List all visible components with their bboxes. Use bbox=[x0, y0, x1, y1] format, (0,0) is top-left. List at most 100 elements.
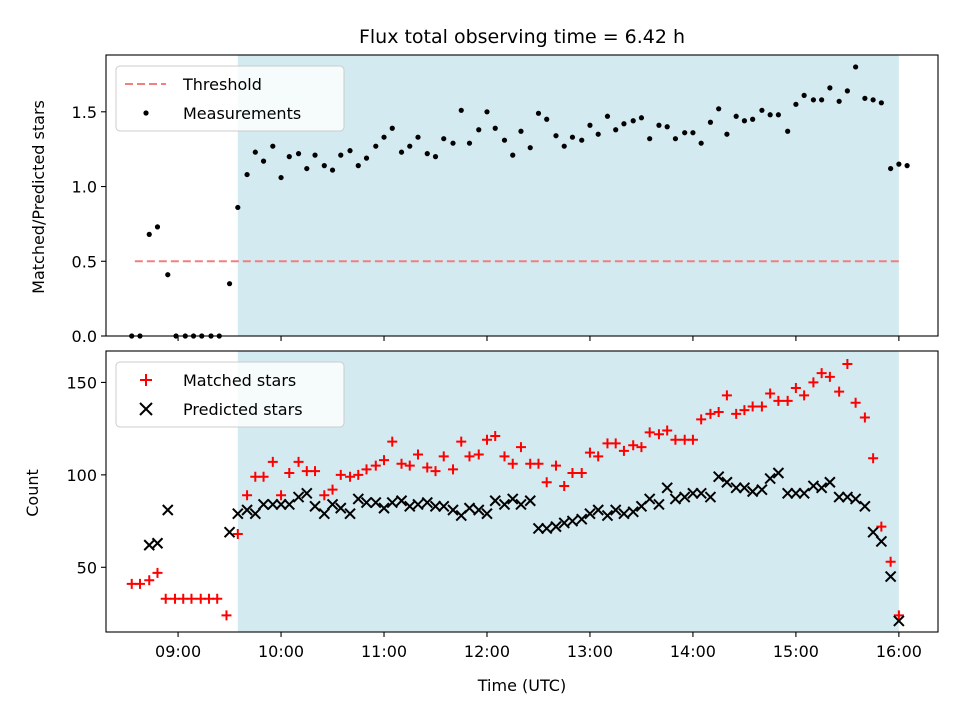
data-point bbox=[235, 204, 241, 211]
data-point bbox=[355, 163, 361, 169]
data-point bbox=[412, 498, 424, 511]
data-point bbox=[653, 429, 664, 440]
data-point bbox=[387, 436, 398, 447]
data-point bbox=[561, 143, 567, 149]
data-point bbox=[242, 490, 253, 501]
data-point bbox=[613, 127, 619, 133]
data-point bbox=[373, 143, 379, 149]
data-point bbox=[481, 434, 492, 445]
data-point bbox=[421, 496, 433, 509]
data-point bbox=[567, 468, 578, 479]
data-point bbox=[464, 451, 475, 462]
data-point bbox=[888, 165, 894, 172]
data-point bbox=[484, 109, 490, 115]
data-point bbox=[772, 467, 785, 479]
bottom-y-axis-label: Count bbox=[23, 469, 42, 517]
data-point bbox=[713, 407, 724, 418]
data-point bbox=[473, 504, 485, 516]
data-point bbox=[447, 504, 459, 516]
data-point bbox=[249, 507, 262, 520]
data-point bbox=[733, 113, 739, 119]
data-point bbox=[490, 431, 501, 442]
y-tick-label: 0.5 bbox=[72, 252, 97, 271]
data-point bbox=[319, 490, 330, 501]
data-point bbox=[160, 593, 171, 604]
data-point bbox=[363, 155, 370, 161]
data-point bbox=[338, 152, 344, 158]
data-point bbox=[430, 466, 441, 477]
legend-box bbox=[115, 361, 345, 428]
data-point bbox=[260, 158, 267, 164]
data-point bbox=[808, 377, 819, 388]
data-point bbox=[630, 118, 636, 124]
data-point bbox=[450, 140, 456, 146]
data-point bbox=[360, 496, 373, 509]
data-point bbox=[152, 567, 163, 578]
data-point bbox=[819, 97, 825, 103]
x-tick-label: 15:00 bbox=[773, 642, 819, 661]
data-point bbox=[252, 149, 258, 155]
data-point bbox=[707, 119, 714, 125]
data-point bbox=[579, 137, 585, 143]
data-point bbox=[781, 487, 794, 500]
data-point bbox=[867, 526, 879, 538]
data-point bbox=[267, 456, 278, 467]
y-tick-label: 1.0 bbox=[72, 178, 97, 197]
data-point bbox=[704, 491, 717, 503]
data-point bbox=[499, 451, 510, 462]
data-point bbox=[862, 95, 868, 101]
data-point bbox=[604, 113, 611, 119]
x-tick-label: 14:00 bbox=[670, 642, 716, 661]
data-point bbox=[647, 136, 653, 142]
data-point bbox=[824, 371, 835, 382]
data-point bbox=[807, 480, 820, 492]
data-point bbox=[481, 507, 493, 520]
data-point bbox=[695, 487, 707, 500]
data-point bbox=[361, 464, 372, 475]
data-point bbox=[836, 98, 842, 104]
data-point bbox=[815, 482, 828, 494]
data-point bbox=[610, 438, 621, 449]
series-measurements bbox=[129, 64, 910, 339]
bottom-panel: 50 100 150 09:00 10:00 11:00 12:00 13:00 14:00 15… bbox=[66, 350, 939, 661]
data-point bbox=[309, 500, 321, 512]
data-point bbox=[284, 468, 295, 479]
data-point bbox=[432, 154, 439, 160]
data-point bbox=[223, 526, 236, 538]
data-point bbox=[793, 101, 799, 107]
data-point bbox=[687, 434, 698, 445]
data-point bbox=[662, 425, 673, 436]
data-point bbox=[765, 388, 776, 399]
data-point bbox=[370, 460, 381, 471]
data-point bbox=[312, 152, 318, 158]
data-point bbox=[601, 509, 614, 522]
data-point bbox=[569, 134, 576, 140]
data-point bbox=[593, 451, 604, 462]
legend-label: Threshold bbox=[182, 75, 262, 94]
legend-swatch bbox=[140, 374, 152, 386]
data-point bbox=[326, 498, 339, 511]
data-point bbox=[267, 498, 279, 511]
data-point bbox=[241, 504, 253, 516]
y-tick-label: 1.5 bbox=[72, 103, 97, 122]
chart-title: Flux total observing time = 6.42 h bbox=[359, 26, 685, 48]
data-point bbox=[413, 449, 423, 460]
legend-label: Measurements bbox=[183, 104, 301, 123]
data-point bbox=[395, 495, 408, 507]
series-matched-stars bbox=[126, 358, 904, 621]
data-point bbox=[321, 163, 327, 169]
data-point bbox=[698, 140, 704, 146]
data-point bbox=[849, 493, 862, 505]
data-point bbox=[705, 408, 716, 419]
data-point bbox=[327, 484, 338, 495]
legend-swatch bbox=[143, 110, 149, 116]
data-point bbox=[896, 161, 902, 167]
x-tick-label: 12:00 bbox=[464, 642, 510, 661]
data-point bbox=[541, 522, 553, 535]
data-point bbox=[550, 520, 562, 533]
data-point bbox=[429, 500, 442, 512]
data-point bbox=[775, 112, 781, 118]
x-tick-label: 13:00 bbox=[567, 642, 613, 661]
data-point bbox=[527, 145, 533, 151]
data-point bbox=[438, 451, 449, 462]
